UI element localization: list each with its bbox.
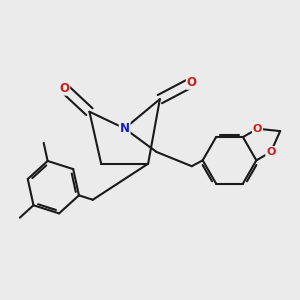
Text: O: O (266, 147, 276, 157)
Text: N: N (120, 122, 130, 135)
Text: O: O (59, 82, 69, 95)
Text: O: O (187, 76, 197, 89)
Text: O: O (253, 124, 262, 134)
